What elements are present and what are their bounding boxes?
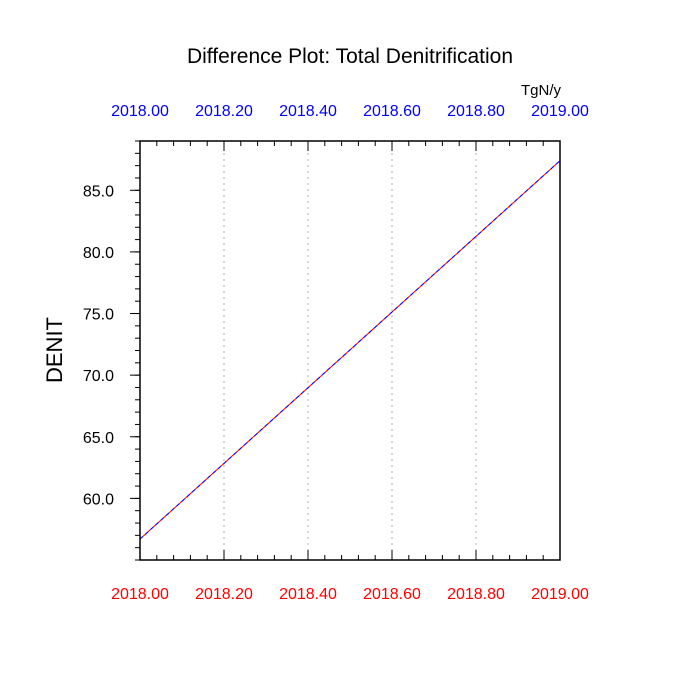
series-line-2 [139,160,561,540]
y-tick-label: 80.0 [83,245,114,262]
x-tick-label-bottom: 2018.20 [195,586,253,603]
y-tick-label: 60.0 [83,491,114,508]
y-tick-label: 85.0 [83,183,114,200]
x-tick-label-top: 2018.40 [279,103,337,120]
axis-ticks [130,140,561,561]
y-tick-label: 70.0 [83,368,114,385]
x-tick-label-bottom: 2018.00 [111,586,169,603]
x-tick-label-bottom: 2018.60 [363,586,421,603]
series-lines [139,160,561,540]
tick-labels: 2018.00 2018.00 2018.20 2018.20 2018.40 2018.… [83,103,589,603]
x-tick-label-bottom: 2018.80 [447,586,505,603]
units-label: TgN/y [521,82,562,99]
x-tick-label-top: 2018.00 [111,103,169,120]
y-tick-label: 65.0 [83,430,114,447]
y-axis-label: DENIT [42,317,67,383]
grid-lines [223,141,477,560]
x-tick-label-top: 2018.80 [447,103,505,120]
x-tick-label-bottom: 2019.00 [531,586,589,603]
x-tick-label-top: 2018.20 [195,103,253,120]
y-tick-label: 75.0 [83,307,114,324]
x-tick-label-top: 2018.60 [363,103,421,120]
chart-title: Difference Plot: Total Denitrification [187,45,513,68]
x-tick-label-top: 2019.00 [531,103,589,120]
x-tick-label-bottom: 2018.40 [279,586,337,603]
